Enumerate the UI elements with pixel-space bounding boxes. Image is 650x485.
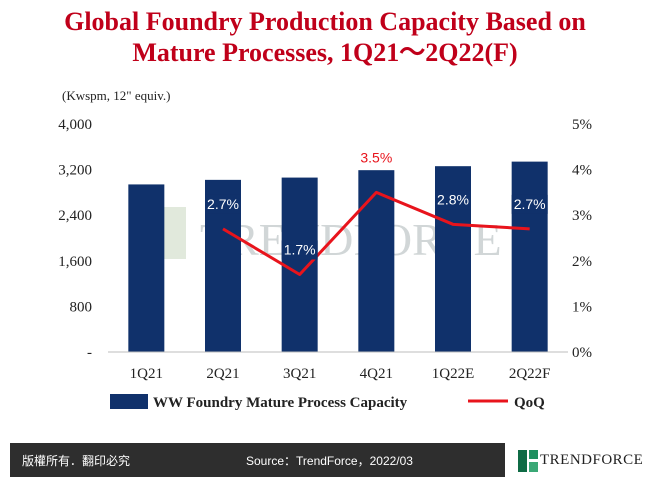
copyright-text: 版權所有．翻印必究 [22,454,131,468]
qoq-line [222,190,530,276]
category-label: 4Q21 [360,366,393,382]
qoq-data-label: 1.7% [284,241,316,257]
right-tick-label: 1% [572,299,592,315]
category-label: 1Q22E [432,366,475,382]
footer: 版權所有．翻印必究 Source：TrendForce，2022/03 TREN… [0,440,650,485]
qoq-data-label: 2.8% [437,191,469,207]
legend-bar-swatch [110,394,148,409]
qoq-series: 2.7% 1.7% 3.5% 2.8% 2.7% [205,149,548,276]
left-tick-label: 4,000 [58,117,92,133]
left-axis: 4,000 3,200 2,400 1,600 800 - [58,117,92,361]
legend: WW Foundry Mature Process Capacity QoQ [110,394,545,411]
capacity-bar [281,177,318,352]
capacity-bar [358,170,395,352]
category-label: 1Q21 [130,366,163,382]
unit-label: (Kwspm, 12" equiv.) [62,88,170,103]
right-tick-label: 3% [572,208,592,224]
right-axis: 5% 4% 3% 2% 1% 0% [572,117,592,361]
source-text: Source：TrendForce，2022/03 [246,454,413,468]
capacity-bar [128,184,165,352]
left-tick-label: 1,600 [58,254,92,270]
qoq-label-bg [205,194,241,214]
qoq-label-bg [435,190,471,210]
left-tick-label: 800 [70,299,93,315]
title-line-2: Mature Processes, 1Q21～2Q22(F) [132,38,518,67]
qoq-label-bg [281,240,318,260]
qoq-data-label: 2.7% [514,196,546,212]
title-line-1: Global Foundry Production Capacity Based… [64,7,586,36]
category-label: 2Q22F [509,366,551,382]
right-tick-label: 5% [572,117,592,133]
capacity-bar [511,161,548,352]
footer-bar [10,443,505,477]
qoq-label-bg [511,194,548,214]
left-tick-label: 2,400 [58,208,92,224]
left-tick-label: - [87,345,92,361]
legend-line-label: QoQ [514,395,545,411]
category-label: 3Q21 [283,366,316,382]
logo-text: TRENDFORCE [540,452,644,468]
chart-title: Global Foundry Production Capacity Based… [0,6,650,68]
trendforce-logo-icon [518,450,538,472]
right-tick-label: 4% [572,163,592,179]
left-tick-label: 3,200 [58,163,92,179]
category-label: 2Q21 [206,366,239,382]
right-tick-label: 2% [572,254,592,270]
qoq-data-label: 2.7% [207,196,239,212]
x-axis: 1Q21 2Q21 3Q21 4Q21 1Q22E 2Q22F [130,366,551,382]
legend-bar-label: WW Foundry Mature Process Capacity [153,395,408,411]
qoq-data-label: 3.5% [360,149,392,165]
capacity-chart: TRENDFORCE (Kwspm, 12" equiv.) 4,0003,20… [58,88,592,411]
right-tick-label: 0% [572,345,592,361]
